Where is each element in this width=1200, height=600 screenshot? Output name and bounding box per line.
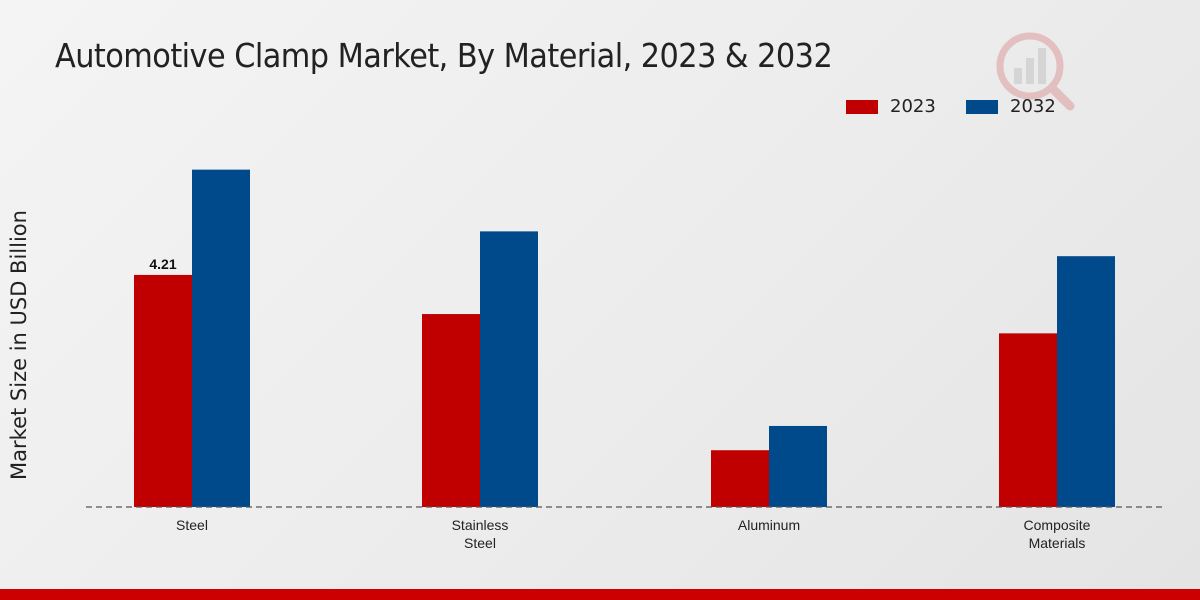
- x-tick-label-1-line0: Stainless: [452, 517, 509, 533]
- footer-bar: [0, 589, 1200, 600]
- x-tick-label-3-line0: Composite: [1024, 517, 1091, 533]
- legend-label-2032: 2032: [1010, 96, 1056, 117]
- data-label-2023-0: 4.21: [149, 256, 176, 272]
- legend-label-2023: 2023: [890, 96, 936, 117]
- bar-2032-3: [1057, 256, 1115, 507]
- legend-swatch-2032: [966, 99, 998, 114]
- bar-2032-2: [769, 425, 827, 507]
- y-axis-title: Market Size in USD Billion: [7, 210, 31, 480]
- bar-2023-0: [134, 274, 192, 507]
- x-tick-label-0: Steel: [176, 517, 208, 533]
- legend-swatch-2023: [846, 99, 878, 114]
- bar-2032-0: [192, 169, 250, 507]
- chart-title: Automotive Clamp Market, By Material, 20…: [55, 36, 833, 75]
- legend-item-2023: 2023: [846, 96, 936, 117]
- bar-2023-2: [711, 450, 769, 507]
- x-tick-label-2: Aluminum: [738, 517, 800, 533]
- bar-2032-1: [480, 231, 538, 507]
- x-tick-label-1-line1: Steel: [464, 535, 496, 551]
- legend-item-2032: 2032: [966, 96, 1056, 117]
- brand-logo-icon: [996, 32, 1075, 111]
- bar-2023-3: [999, 333, 1057, 507]
- x-tick-label-3-line1: Materials: [1029, 535, 1086, 551]
- bar-2023-1: [422, 314, 480, 507]
